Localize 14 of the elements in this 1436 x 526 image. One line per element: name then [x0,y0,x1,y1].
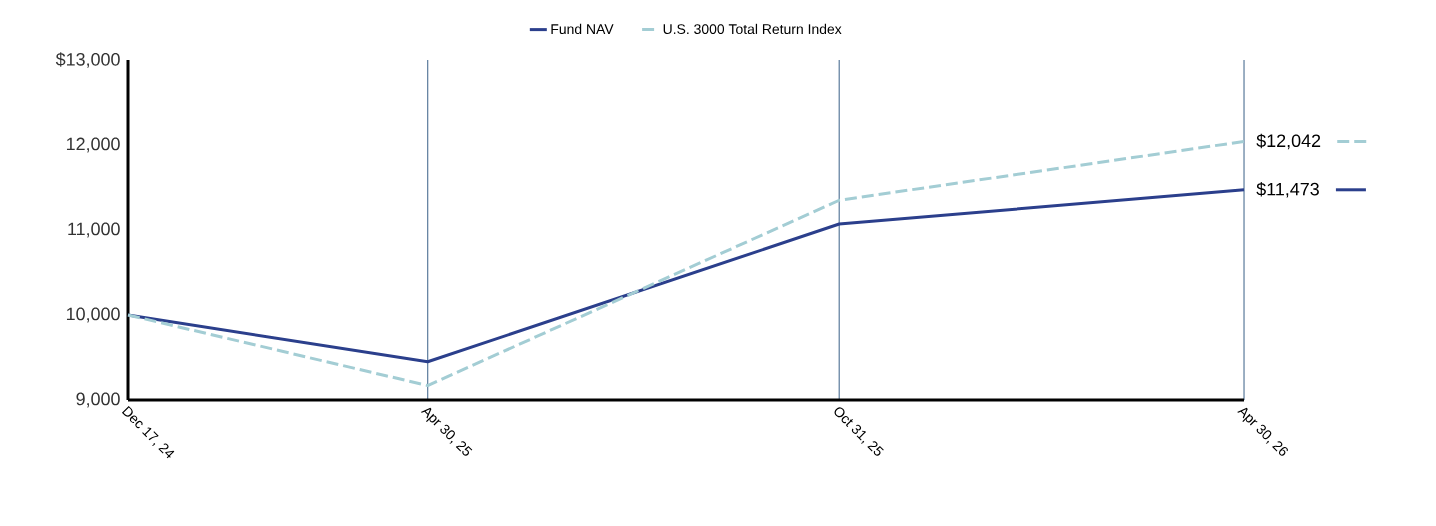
x-tick-label: Apr 30, 26 [1237,407,1288,456]
data-label: $11,473 [1256,182,1319,198]
x-tick-label: Apr 30, 25 [420,407,473,456]
x-tick-label: Oct 31, 25 [834,407,884,456]
legend-label: Fund NAV [551,23,614,35]
x-tick-label: Dec 17, 24 [121,405,175,459]
y-tick-label: $13,000 [55,52,120,68]
y-tick-label: 9,000 [76,392,120,408]
y-tick-label: 10,000 [66,307,120,323]
legend-label: U.S. 3000 Total Return Index [663,23,842,35]
line-series [126,139,1246,388]
y-tick-label: 11,000 [68,222,120,238]
y-tick-label: 12,000 [66,137,120,153]
data-label: $12,042 [1256,133,1321,150]
